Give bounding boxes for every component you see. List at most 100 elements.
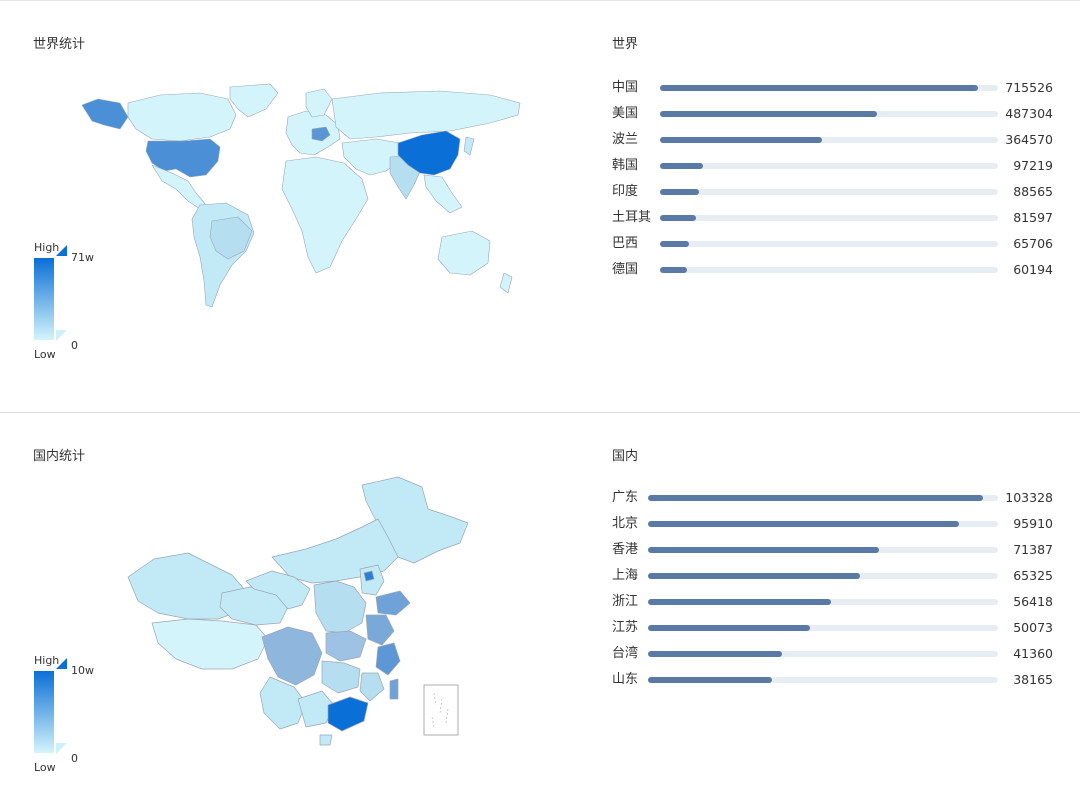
legend-min-handle[interactable] xyxy=(56,330,67,341)
region-se-asia xyxy=(423,174,463,214)
region-central xyxy=(313,580,367,634)
bar-category-label: 江苏 xyxy=(612,620,639,635)
bar[interactable] xyxy=(648,547,880,553)
bar[interactable] xyxy=(660,241,690,247)
bar-track xyxy=(660,137,998,143)
bar-track xyxy=(660,163,998,169)
bar[interactable] xyxy=(648,677,772,683)
bar-track xyxy=(648,521,998,527)
bar-row[interactable]: 德国 60194 xyxy=(612,261,1057,287)
region-poland xyxy=(311,126,331,142)
region-greenland xyxy=(229,83,279,118)
bar[interactable] xyxy=(648,651,783,657)
legend-max-label: 71w xyxy=(71,251,94,264)
bar[interactable] xyxy=(648,573,860,579)
bar-track xyxy=(648,547,998,553)
bar-category-label: 美国 xyxy=(612,106,639,121)
region-canada xyxy=(127,92,237,142)
bar-category-label: 中国 xyxy=(612,80,639,95)
bar-value-label: 715526 xyxy=(1005,80,1053,95)
bar-row[interactable]: 波兰 364570 xyxy=(612,131,1057,157)
bar-row[interactable]: 北京 95910 xyxy=(612,515,1057,541)
region-japan xyxy=(463,136,475,156)
bar-track xyxy=(660,267,998,273)
world-panel: 世界统计 xyxy=(0,0,1080,361)
bar-category-label: 印度 xyxy=(612,184,639,199)
bar-row[interactable]: 印度 88565 xyxy=(612,183,1057,209)
legend-max-handle[interactable] xyxy=(56,245,67,256)
bar-category-label: 山东 xyxy=(612,672,639,687)
bar-track xyxy=(648,625,998,631)
region-australia xyxy=(437,230,491,276)
region-jiangsu xyxy=(365,614,395,646)
bar-value-label: 41360 xyxy=(1013,646,1053,661)
bar[interactable] xyxy=(648,625,811,631)
bar-row[interactable]: 山东 38165 xyxy=(612,671,1057,697)
bar-track xyxy=(660,189,998,195)
bar-track xyxy=(648,651,998,657)
china-map[interactable] xyxy=(122,473,472,748)
bar-category-label: 上海 xyxy=(612,568,639,583)
bar[interactable] xyxy=(660,85,979,91)
legend-max-label: 10w xyxy=(71,664,94,677)
region-inner-mongolia xyxy=(271,518,399,584)
region-taiwan xyxy=(389,678,399,700)
bar-value-label: 50073 xyxy=(1013,620,1053,635)
bar-row[interactable]: 土耳其 81597 xyxy=(612,209,1057,235)
bar[interactable] xyxy=(660,267,687,273)
bar-row[interactable]: 江苏 50073 xyxy=(612,619,1057,645)
legend-high-label: High xyxy=(34,654,60,667)
bar[interactable] xyxy=(648,521,959,527)
region-hubei xyxy=(325,630,367,662)
china-panel: 国内统计 xyxy=(0,412,1080,789)
legend-low-label: Low xyxy=(34,348,56,361)
bar-track xyxy=(648,599,998,605)
south-china-sea-inset xyxy=(423,684,459,736)
bar-category-label: 北京 xyxy=(612,516,639,531)
region-yunnan xyxy=(259,676,307,730)
region-tibet xyxy=(151,618,269,670)
bar[interactable] xyxy=(648,599,831,605)
bar-track xyxy=(648,677,998,683)
bar-row[interactable]: 浙江 56418 xyxy=(612,593,1057,619)
china-bar-title: 国内 xyxy=(612,449,639,464)
bar-row[interactable]: 香港 71387 xyxy=(612,541,1057,567)
bar-row[interactable]: 巴西 65706 xyxy=(612,235,1057,261)
bar-row[interactable]: 台湾 41360 xyxy=(612,645,1057,671)
world-bar-list: 中国 715526 美国 487304 波兰 364570 韩国 97219 印度 88565 土耳… xyxy=(612,79,1057,287)
legend-min-label: 0 xyxy=(71,752,78,765)
bar[interactable] xyxy=(660,111,877,117)
legend-max-handle[interactable] xyxy=(56,658,67,669)
bar-row[interactable]: 广东 103328 xyxy=(612,489,1057,515)
bar[interactable] xyxy=(660,189,700,195)
bar-value-label: 60194 xyxy=(1013,262,1053,277)
bar-value-label: 71387 xyxy=(1013,542,1053,557)
region-alaska xyxy=(81,98,129,130)
bar[interactable] xyxy=(648,495,983,501)
bar[interactable] xyxy=(660,137,823,143)
bar-row[interactable]: 上海 65325 xyxy=(612,567,1057,593)
bar-category-label: 浙江 xyxy=(612,594,639,609)
bar-value-label: 97219 xyxy=(1013,158,1053,173)
bar-track xyxy=(660,215,998,221)
bar-category-label: 德国 xyxy=(612,262,639,277)
world-legend: High 71w 0 Low xyxy=(34,241,104,361)
region-hainan xyxy=(319,734,333,746)
bar-row[interactable]: 韩国 97219 xyxy=(612,157,1057,183)
bar-category-label: 巴西 xyxy=(612,236,639,251)
bar-row[interactable]: 美国 487304 xyxy=(612,105,1057,131)
bar-value-label: 56418 xyxy=(1013,594,1053,609)
bar-row[interactable]: 中国 715526 xyxy=(612,79,1057,105)
legend-min-handle[interactable] xyxy=(56,743,67,754)
bar[interactable] xyxy=(660,215,697,221)
bar[interactable] xyxy=(660,163,704,169)
region-china xyxy=(397,130,461,176)
region-russia xyxy=(331,90,521,140)
bar-category-label: 韩国 xyxy=(612,158,639,173)
world-map[interactable] xyxy=(80,81,525,316)
region-gansu xyxy=(245,570,311,610)
bar-category-label: 波兰 xyxy=(612,132,639,147)
world-bar-title: 世界 xyxy=(612,37,639,52)
bar-track xyxy=(648,495,998,501)
region-africa xyxy=(281,156,369,274)
